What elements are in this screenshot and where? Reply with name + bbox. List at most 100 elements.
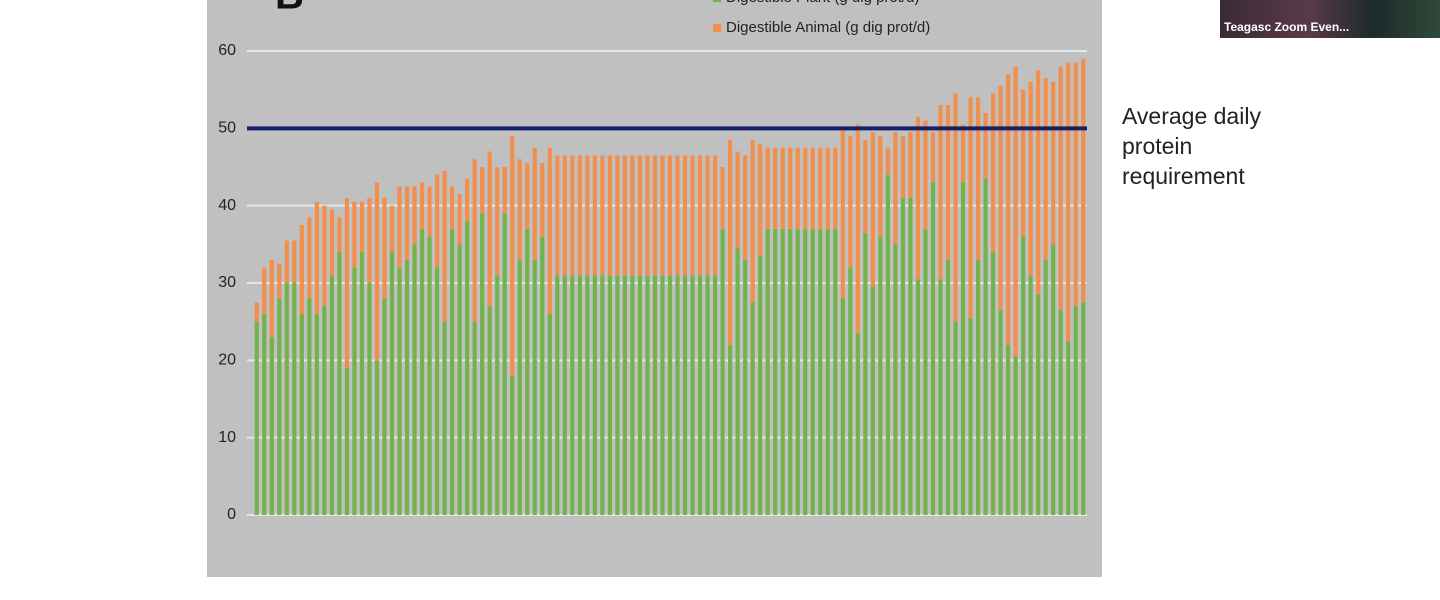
bar-segment: [645, 275, 650, 515]
bar-segment: [1036, 294, 1041, 515]
bar-segment: [855, 333, 860, 515]
bar-segment: [953, 321, 958, 515]
y-tick-label: 20: [218, 352, 236, 369]
bar-segment: [307, 217, 312, 299]
bar-segment: [652, 155, 658, 276]
bar-segment: [434, 174, 440, 268]
legend-label: Digestible Plant (g dig prot/d): [726, 0, 919, 6]
bar-segment: [818, 228, 823, 515]
bar-segment: [998, 310, 1003, 515]
bar-segment: [945, 105, 951, 260]
bar-segment: [480, 213, 485, 515]
bar-segment: [352, 201, 357, 268]
bar-segment: [975, 259, 981, 515]
bar-segment: [277, 298, 282, 515]
bar-segment: [878, 236, 883, 515]
bar-segment: [983, 112, 988, 179]
bar-segment: [652, 275, 658, 515]
bar-segment: [502, 167, 507, 214]
bar-segment: [743, 259, 748, 515]
bar-segment: [953, 93, 958, 322]
bar-segment: [930, 182, 936, 515]
bar-segment: [495, 167, 500, 276]
bar-segment: [803, 228, 808, 515]
bar-segment: [1051, 244, 1056, 516]
bar-segment: [374, 360, 380, 515]
bar-segment: [697, 275, 703, 515]
bar-segment: [630, 275, 635, 515]
video-thumbnail[interactable]: Teagasc Zoom Even...: [1220, 0, 1440, 38]
bar-segment: [660, 155, 665, 276]
bar-segment: [915, 116, 921, 280]
y-tick-label: 10: [218, 429, 236, 446]
bar-segment: [773, 147, 778, 229]
bar-segment: [923, 120, 928, 229]
bar-segment: [555, 155, 560, 276]
bar-segment: [292, 240, 297, 283]
bar-segment: [855, 124, 860, 334]
bar-segment: [863, 232, 868, 515]
bar-segment: [908, 132, 913, 198]
bar-segment: [450, 228, 455, 515]
bar-segment: [487, 306, 492, 515]
bar-segment: [690, 275, 695, 515]
bar-segment: [359, 252, 365, 516]
legend-label: Digestible Animal (g dig prot/d): [726, 19, 930, 36]
bar-segment: [254, 302, 259, 322]
bar-segment: [307, 298, 312, 515]
bar-segment: [382, 298, 387, 515]
bar-segment: [457, 194, 462, 245]
bar-segment: [998, 85, 1003, 311]
bar-segment: [795, 147, 800, 229]
bar-segment: [1028, 275, 1033, 515]
bar-segment: [352, 267, 357, 515]
bar-segment: [419, 228, 425, 515]
bar-segment: [577, 275, 582, 515]
bar-segment: [600, 155, 605, 276]
legend-marker: [713, 0, 721, 2]
bar-segment: [269, 259, 274, 338]
reference-label: Average daily protein requirement: [1122, 103, 1261, 189]
bar-segment: [848, 267, 853, 515]
bar-segment: [510, 136, 515, 376]
bar-segment: [690, 155, 695, 276]
bar-segment: [450, 186, 455, 229]
bar-segment: [322, 205, 327, 307]
bar-segment: [968, 317, 973, 515]
bar-segment: [825, 147, 830, 229]
bar-segment: [389, 205, 395, 253]
bar-segment: [960, 182, 966, 515]
bar-segment: [329, 209, 334, 276]
bar-segment: [532, 259, 537, 515]
bar-segment: [1028, 81, 1033, 276]
bar-segment: [758, 255, 763, 515]
bar-segment: [885, 174, 890, 515]
bar-segment: [367, 197, 372, 283]
bar-segment: [885, 147, 890, 175]
bar-segment: [1013, 356, 1018, 515]
bar-segment: [975, 97, 981, 260]
y-tick-label: 0: [227, 506, 236, 523]
bar-segment: [1066, 341, 1071, 515]
bar-segment: [848, 136, 853, 268]
bar-segment: [705, 275, 710, 515]
bar-segment: [284, 283, 289, 515]
bar-segment: [825, 228, 830, 515]
bar-segment: [495, 275, 500, 515]
bar-segment: [728, 139, 733, 345]
bar-segment: [622, 155, 628, 276]
bar-segment: [788, 147, 793, 229]
panel-label: B: [275, 0, 304, 18]
bar-segment: [712, 275, 718, 515]
bar-segment: [555, 275, 560, 515]
bar-segment: [1021, 89, 1026, 237]
bar-segment: [532, 147, 537, 260]
bar-segment: [682, 155, 688, 276]
bar-segment: [344, 197, 350, 369]
y-tick-label: 60: [218, 42, 236, 59]
bar-segment: [810, 147, 815, 229]
bar-segment: [712, 155, 718, 276]
bar-segment: [1058, 66, 1063, 311]
bar-segment: [780, 147, 785, 229]
bar-segment: [442, 170, 447, 322]
